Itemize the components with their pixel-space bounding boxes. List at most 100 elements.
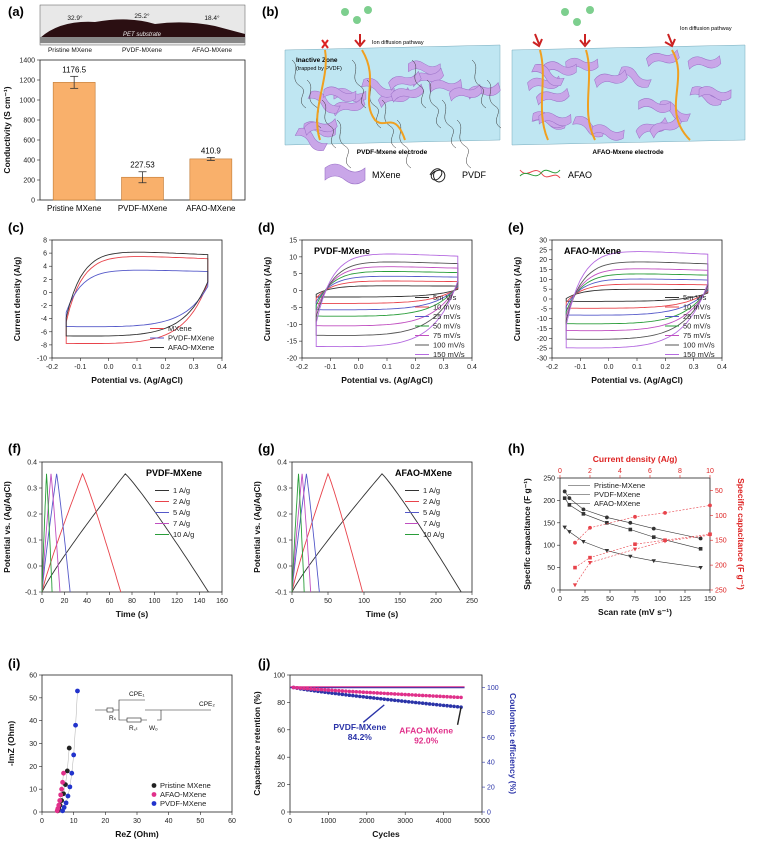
electrode-pvdf-block: Inactive Zone (trapped by PVDF) Ion diff…	[284, 40, 502, 169]
plot-frame	[289, 674, 483, 813]
circuit-resistor	[126, 717, 142, 723]
legend-marker	[151, 801, 157, 806]
circuit-resistor	[106, 707, 114, 713]
data-point	[581, 512, 586, 516]
legend-entry: 10 A/g	[173, 530, 194, 539]
down-arrow-icon	[354, 34, 366, 48]
y-tick-label: 20	[29, 764, 37, 771]
data-point	[344, 689, 348, 693]
y-tick-label: -15	[537, 326, 547, 333]
legend-entry: 5m V/s	[433, 293, 457, 302]
data-point	[378, 696, 383, 701]
data-point	[305, 686, 310, 691]
data-point	[628, 554, 633, 559]
legend-entry: MXene	[168, 324, 192, 333]
x-category-label: Pristine MXene	[47, 204, 102, 213]
x-tick-label: 0.0	[104, 364, 114, 371]
data-point	[588, 525, 592, 530]
mxene-flake-icon	[332, 96, 366, 117]
ion-path-line	[361, 49, 406, 141]
x-category-label: PVDF-MXene	[118, 204, 168, 213]
panel-label-d: (d)	[258, 220, 275, 235]
cv-chart-comparison: -0.2 -0.1 0.0 0.1 0.2 0.3 0.4 -10 -8 -6 -4 -2 0 2 4 6 8 P…	[12, 238, 227, 386]
legend-afao: AFAO	[568, 170, 592, 180]
y2-axis-label: Coulombic efficiency (%)	[508, 693, 518, 794]
circuit-label: CPE₂	[199, 701, 215, 708]
x-tick-label: 3000	[397, 818, 413, 825]
legend-entry: 5 A/g	[423, 508, 440, 517]
y-tick-label: 100	[273, 673, 285, 680]
data-point	[441, 703, 446, 708]
legend-entry: 75 mV/s	[683, 331, 711, 340]
data-point	[651, 535, 656, 539]
x-tick-label: -0.2	[296, 364, 308, 371]
x-tick-label: 0	[288, 818, 292, 825]
data-point	[434, 694, 439, 698]
y-tick-label: 25	[539, 247, 547, 254]
contact-angle-inset: PET substrate 32.9° 25.2° 18.4° Pristine…	[39, 4, 246, 54]
cv-curve	[315, 280, 459, 304]
legend-entry: 10 A/g	[423, 530, 444, 539]
y-tick-label: 15	[539, 267, 547, 274]
pvdf-chain-icon	[336, 119, 352, 169]
cv-curve	[565, 261, 709, 340]
ion-icon	[364, 6, 372, 14]
gcd-curve	[291, 473, 462, 593]
data-point	[399, 692, 404, 697]
x2-tick-label: 2	[588, 468, 592, 475]
legend-entry: 5m V/s	[683, 293, 707, 302]
data-point	[58, 792, 64, 798]
ion-path-label-right: Ion diffusion pathway	[680, 26, 732, 32]
data-point	[663, 510, 667, 515]
inset-name-pristine: Pristine MXene	[48, 47, 92, 54]
y-tick-label: 15	[289, 238, 297, 245]
y-tick-label: 40	[29, 718, 37, 725]
y-tick-label: 50	[547, 565, 555, 572]
y-tick-label: 0.4	[277, 460, 287, 467]
bar	[52, 82, 96, 201]
mxene-flake-icon	[638, 98, 671, 113]
data-point	[427, 702, 432, 706]
panel-label-b: (b)	[262, 4, 279, 19]
y-tick-label: 2	[43, 277, 47, 284]
data-point	[65, 793, 71, 799]
legend-entry: 100 mV/s	[433, 341, 465, 350]
y-tick-label: -20	[537, 336, 547, 343]
data-point	[382, 697, 387, 701]
x-tick-label: 1000	[321, 818, 337, 825]
cv-curve	[315, 266, 459, 327]
panel-label-g: (g)	[258, 441, 275, 456]
x-tick-label: 30	[133, 818, 141, 825]
y-tick-label: 40	[277, 755, 285, 762]
data-point	[333, 688, 338, 693]
gcd-curve	[41, 473, 53, 593]
data-point	[291, 685, 296, 690]
data-point	[347, 693, 352, 697]
panel-label-e: (e)	[508, 220, 524, 235]
data-point	[662, 539, 668, 544]
data-point	[445, 694, 449, 699]
pvdf-chain-icon	[426, 79, 442, 129]
circuit-label: R꜀ₜ	[129, 725, 138, 732]
y-tick-label: 400	[23, 158, 35, 165]
x-tick-label: 250	[466, 598, 478, 605]
data-point	[392, 698, 397, 703]
y-tick-label: -6	[41, 329, 47, 336]
angle-afao: 18.4°	[204, 14, 220, 22]
x-tick-label: 50	[606, 596, 614, 603]
plot-frame	[291, 461, 473, 593]
substrate-label: PET substrate	[123, 32, 162, 38]
y-tick-label: 0.3	[277, 486, 287, 493]
x-axis-label: Potential vs. (Ag/AgCl)	[91, 375, 183, 385]
ion-icon	[353, 16, 361, 24]
data-point	[56, 802, 62, 808]
y2-tick-label: 100	[487, 685, 499, 692]
x-tick-label: 125	[679, 596, 691, 603]
cv-curve	[315, 261, 459, 336]
x-tick-label: 160	[216, 598, 228, 605]
inset-name-pvdf: PVDF-MXene	[122, 47, 162, 54]
data-point	[455, 704, 460, 709]
data-point	[406, 692, 411, 697]
x-tick-label: 0.3	[189, 364, 199, 371]
data-point	[323, 688, 327, 692]
